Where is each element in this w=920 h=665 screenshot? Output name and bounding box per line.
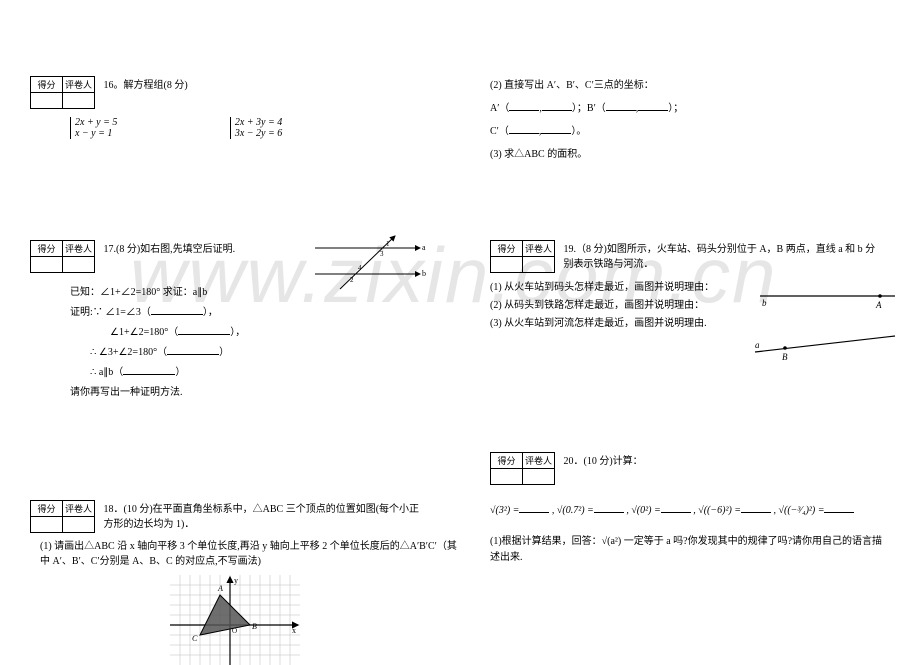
blank xyxy=(167,345,219,355)
score-table: 得分评卷人 xyxy=(490,240,555,273)
svg-text:2: 2 xyxy=(350,276,354,284)
score-head: 得分 xyxy=(491,241,523,257)
system-brace-1: 2x + y = 5 x − y = 1 xyxy=(70,117,117,139)
svg-text:B: B xyxy=(252,622,257,631)
blank xyxy=(741,503,771,513)
blank xyxy=(151,305,203,315)
blank xyxy=(123,365,175,375)
score-cell xyxy=(491,469,523,485)
marker-cell xyxy=(523,257,555,273)
marker-cell xyxy=(63,93,95,109)
marker-head: 评卷人 xyxy=(523,453,555,469)
q20-c: , √(0²) = xyxy=(626,505,660,516)
q20-a: √(3²) = xyxy=(490,505,519,516)
q17-p3: ∴ ∠3+∠2=180°（ xyxy=(90,347,167,358)
q18-block: 得分评卷人 18．(10 分)在平面直角坐标系中，△ABC 三个顶点的位置如图(… xyxy=(30,500,460,665)
eq16-1b: x − y = 1 xyxy=(75,128,117,139)
blank xyxy=(519,503,549,513)
blank xyxy=(606,101,636,111)
score-head: 得分 xyxy=(31,77,63,93)
svg-text:3: 3 xyxy=(380,250,384,258)
q20-b: , √(0.7²) = xyxy=(552,505,594,516)
blank xyxy=(661,503,691,513)
q19-block: 得分评卷人 19.（8 分)如图所示，火车站、码头分别位于 A，B 两点，直线 … xyxy=(490,240,890,333)
r-c1: C′（ xyxy=(490,126,509,137)
svg-text:C: C xyxy=(192,634,198,643)
score-table: 得分评卷人 xyxy=(490,452,555,485)
q18-p1: (1) 请画出△ABC 沿 x 轴向平移 3 个单位长度,再沿 y 轴向上平移 … xyxy=(40,539,460,569)
blank xyxy=(824,503,854,513)
svg-text:A: A xyxy=(217,584,223,593)
r-b: ）；B′（ xyxy=(572,103,606,114)
score-table: 得分评卷人 xyxy=(30,500,95,533)
eq16-2b: 3x − 2y = 6 xyxy=(235,128,282,139)
score-cell xyxy=(31,257,63,273)
score-cell xyxy=(491,257,523,273)
q20-title: 20．(10 分)计算： xyxy=(564,452,643,467)
lines-ab-diagram: b A a B xyxy=(750,286,900,364)
q20-block: 得分评卷人 20．(10 分)计算： √(3²) = , √(0.7²) = ,… xyxy=(490,452,890,566)
q16-block: 得分评卷人 16。解方程组(8 分) 2x + y = 5 x − y = 1 … xyxy=(30,76,282,139)
axis-y: y xyxy=(234,576,238,585)
score-cell xyxy=(31,93,63,109)
blank xyxy=(541,124,571,134)
label-A2: A xyxy=(875,300,882,310)
label-b: b xyxy=(422,269,426,278)
score-cell xyxy=(31,517,63,533)
q17-e2: ）， xyxy=(230,327,245,338)
label-b2: b xyxy=(762,298,767,308)
r-top-block: (2) 直接写出 A′、B′、C′三点的坐标： A′（,）；B′（,）； C′（… xyxy=(490,76,890,160)
q18-title: 18．(10 分)在平面直角坐标系中，△ABC 三个顶点的位置如图(每个小正方形… xyxy=(104,500,424,530)
blank xyxy=(178,325,230,335)
q17-p4: ∴ a∥b（ xyxy=(90,367,123,378)
eq16-2a: 2x + 3y = 4 xyxy=(235,117,282,128)
marker-cell xyxy=(523,469,555,485)
q17-e1: ）， xyxy=(203,307,218,318)
marker-head: 评卷人 xyxy=(63,501,95,517)
r-a: A′（ xyxy=(490,103,509,114)
marker-head: 评卷人 xyxy=(63,241,95,257)
r-p2: (2) 直接写出 A′、B′、C′三点的坐标： xyxy=(490,76,890,91)
label-B2: B xyxy=(782,352,788,362)
blank xyxy=(509,124,539,134)
r-c: ）； xyxy=(668,103,683,114)
blank xyxy=(542,101,572,111)
eq16-1a: 2x + y = 5 xyxy=(75,117,117,128)
coord-grid-diagram: x y O A B C xyxy=(170,575,300,665)
score-table: 得分评卷人 xyxy=(30,76,95,109)
svg-text:4: 4 xyxy=(358,264,362,272)
marker-head: 评卷人 xyxy=(523,241,555,257)
label-a: a xyxy=(422,243,426,252)
q17-p2: ∠1+∠2=180°（ xyxy=(110,327,178,338)
label-a2: a xyxy=(755,340,760,350)
q16-title: 16。解方程组(8 分) xyxy=(104,76,188,91)
r-c2: ）。 xyxy=(571,126,586,137)
q17-title: 17.(8 分)如右图,先填空后证明. xyxy=(104,240,236,255)
svg-text:1: 1 xyxy=(386,240,390,248)
marker-cell xyxy=(63,517,95,533)
q17-e4: ） xyxy=(175,367,185,378)
marker-head: 评卷人 xyxy=(63,77,95,93)
q20-p1: (1)根据计算结果，回答：√(a²) 一定等于 a 吗?你发现其中的规律了吗?请… xyxy=(490,534,890,566)
q19-title: 19.（8 分)如图所示，火车站、码头分别位于 A，B 两点，直线 a 和 b … xyxy=(564,240,884,270)
score-head: 得分 xyxy=(31,501,63,517)
q20-d: , √((−6)²) = xyxy=(693,505,741,516)
score-head: 得分 xyxy=(491,453,523,469)
page: 得分评卷人 16。解方程组(8 分) 2x + y = 5 x − y = 1 … xyxy=(0,0,920,651)
score-head: 得分 xyxy=(31,241,63,257)
q17-p1: 证明:∵ ∠1=∠3（ xyxy=(70,307,151,318)
q17-block: 得分评卷人 17.(8 分)如右图,先填空后证明. a b 1 3 4 2 已知… xyxy=(30,240,460,403)
marker-cell xyxy=(63,257,95,273)
q17-e3: ） xyxy=(219,347,229,358)
blank xyxy=(594,503,624,513)
blank xyxy=(509,101,539,111)
parallel-lines-diagram: a b 1 3 4 2 xyxy=(310,234,430,294)
q17-foot: 请你再写出一种证明方法. xyxy=(70,383,460,403)
r-p3: (3) 求△ABC 的面积。 xyxy=(490,145,890,160)
q20-e: , √((−³⁄₄)²) = xyxy=(774,505,825,516)
score-table: 得分评卷人 xyxy=(30,240,95,273)
system-brace-2: 2x + 3y = 4 3x − 2y = 6 xyxy=(230,117,282,139)
axis-x: x xyxy=(292,626,296,635)
blank xyxy=(638,101,668,111)
